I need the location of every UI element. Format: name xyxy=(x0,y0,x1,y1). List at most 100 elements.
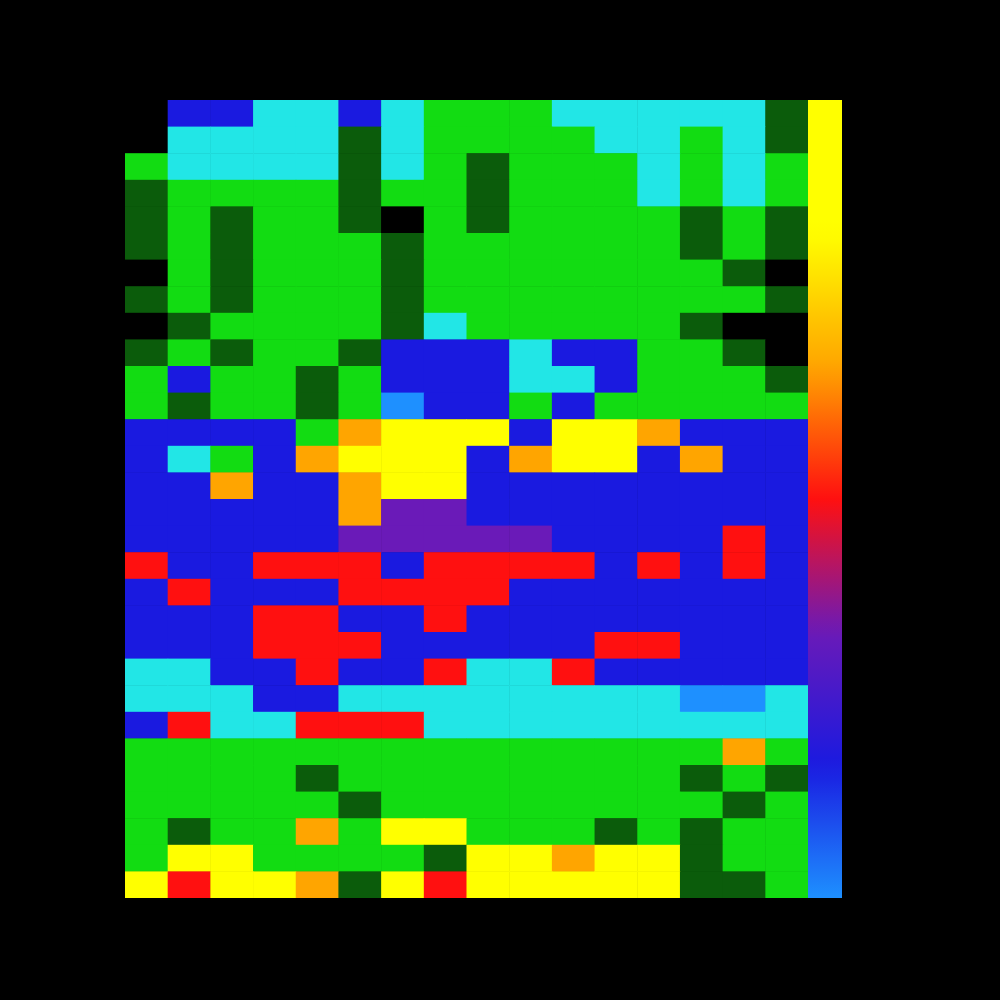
heatmap-cell xyxy=(552,260,595,287)
heatmap-cell xyxy=(168,818,211,845)
heatmap-cell xyxy=(125,499,168,526)
heatmap-cell xyxy=(168,871,211,898)
heatmap-cell xyxy=(168,366,211,393)
heatmap-cell xyxy=(765,632,808,659)
heatmap-cell xyxy=(509,605,552,632)
heatmap-cell xyxy=(338,339,381,366)
heatmap-cell xyxy=(125,419,168,446)
heatmap-cell xyxy=(424,153,467,180)
heatmap-cell xyxy=(680,818,723,845)
heatmap-cell xyxy=(253,153,296,180)
heatmap-cell xyxy=(595,206,638,233)
heatmap-cell xyxy=(509,286,552,313)
heatmap-cell xyxy=(680,765,723,792)
heatmap-cell xyxy=(723,712,766,739)
heatmap-cell xyxy=(637,313,680,340)
heatmap-cell xyxy=(338,393,381,420)
heatmap-cell xyxy=(381,472,424,499)
heatmap-cell xyxy=(168,180,211,207)
heatmap-cell xyxy=(552,313,595,340)
heatmap-cell xyxy=(125,446,168,473)
heatmap-cell xyxy=(552,419,595,446)
heatmap-cell xyxy=(723,632,766,659)
heatmap-cell xyxy=(552,738,595,765)
heatmap-cell xyxy=(680,260,723,287)
heatmap-cell xyxy=(381,685,424,712)
heatmap-cell xyxy=(253,366,296,393)
heatmap-cell xyxy=(338,526,381,553)
heatmap-cell xyxy=(424,339,467,366)
heatmap-cell xyxy=(125,153,168,180)
heatmap-cell xyxy=(296,659,339,686)
heatmap-cell xyxy=(765,419,808,446)
heatmap-cell xyxy=(637,871,680,898)
heatmap-cell xyxy=(168,313,211,340)
heatmap-cell xyxy=(296,685,339,712)
heatmap-cell xyxy=(467,552,510,579)
heatmap-cell xyxy=(296,526,339,553)
heatmap-cell xyxy=(125,233,168,260)
heatmap-cell xyxy=(125,605,168,632)
heatmap-cell xyxy=(680,685,723,712)
heatmap-cell xyxy=(765,180,808,207)
heatmap-cell xyxy=(296,472,339,499)
heatmap-cell xyxy=(595,765,638,792)
heatmap-cell xyxy=(467,313,510,340)
heatmap-cell xyxy=(168,127,211,154)
heatmap-cell xyxy=(637,366,680,393)
heatmap-cell xyxy=(595,419,638,446)
heatmap-cell xyxy=(338,712,381,739)
heatmap-cell xyxy=(723,233,766,260)
heatmap-cell xyxy=(680,472,723,499)
heatmap-cell xyxy=(765,579,808,606)
heatmap-cell xyxy=(765,605,808,632)
heatmap-cell xyxy=(381,632,424,659)
heatmap-cell xyxy=(723,605,766,632)
heatmap-cell xyxy=(381,499,424,526)
heatmap-cell xyxy=(168,233,211,260)
heatmap-cell xyxy=(509,845,552,872)
heatmap-cell xyxy=(338,366,381,393)
heatmap-cell xyxy=(253,685,296,712)
heatmap-cell xyxy=(168,685,211,712)
heatmap-cell xyxy=(125,180,168,207)
heatmap-cell xyxy=(253,552,296,579)
heatmap-cell xyxy=(509,206,552,233)
heatmap-cell xyxy=(381,845,424,872)
heatmap-cell xyxy=(168,339,211,366)
heatmap-cell xyxy=(210,206,253,233)
heatmap-cell xyxy=(296,738,339,765)
heatmap-cell xyxy=(552,499,595,526)
heatmap-cell xyxy=(125,260,168,287)
heatmap-cell xyxy=(637,472,680,499)
heatmap-cell xyxy=(424,313,467,340)
heatmap-cell xyxy=(467,206,510,233)
heatmap-cell xyxy=(509,339,552,366)
heatmap-cell xyxy=(723,446,766,473)
heatmap-cell xyxy=(296,871,339,898)
heatmap-cell xyxy=(723,552,766,579)
heatmap-cell xyxy=(637,180,680,207)
heatmap-cell xyxy=(381,260,424,287)
heatmap-cell xyxy=(210,366,253,393)
heatmap-cell xyxy=(637,419,680,446)
heatmap-cell xyxy=(338,738,381,765)
heatmap-cell xyxy=(637,818,680,845)
heatmap-cell xyxy=(125,632,168,659)
heatmap-cell xyxy=(723,180,766,207)
heatmap-cell xyxy=(595,871,638,898)
heatmap-cell xyxy=(338,871,381,898)
heatmap-cell xyxy=(765,472,808,499)
heatmap-cell xyxy=(381,153,424,180)
heatmap-cell xyxy=(765,552,808,579)
heatmap-cell xyxy=(125,738,168,765)
heatmap-cell xyxy=(680,499,723,526)
heatmap-cell xyxy=(680,845,723,872)
heatmap-cell xyxy=(210,605,253,632)
heatmap-cell xyxy=(296,446,339,473)
heatmap-cells xyxy=(125,100,808,898)
heatmap-cell xyxy=(680,552,723,579)
heatmap-cell xyxy=(637,845,680,872)
heatmap-cell xyxy=(509,393,552,420)
heatmap-cell xyxy=(424,180,467,207)
